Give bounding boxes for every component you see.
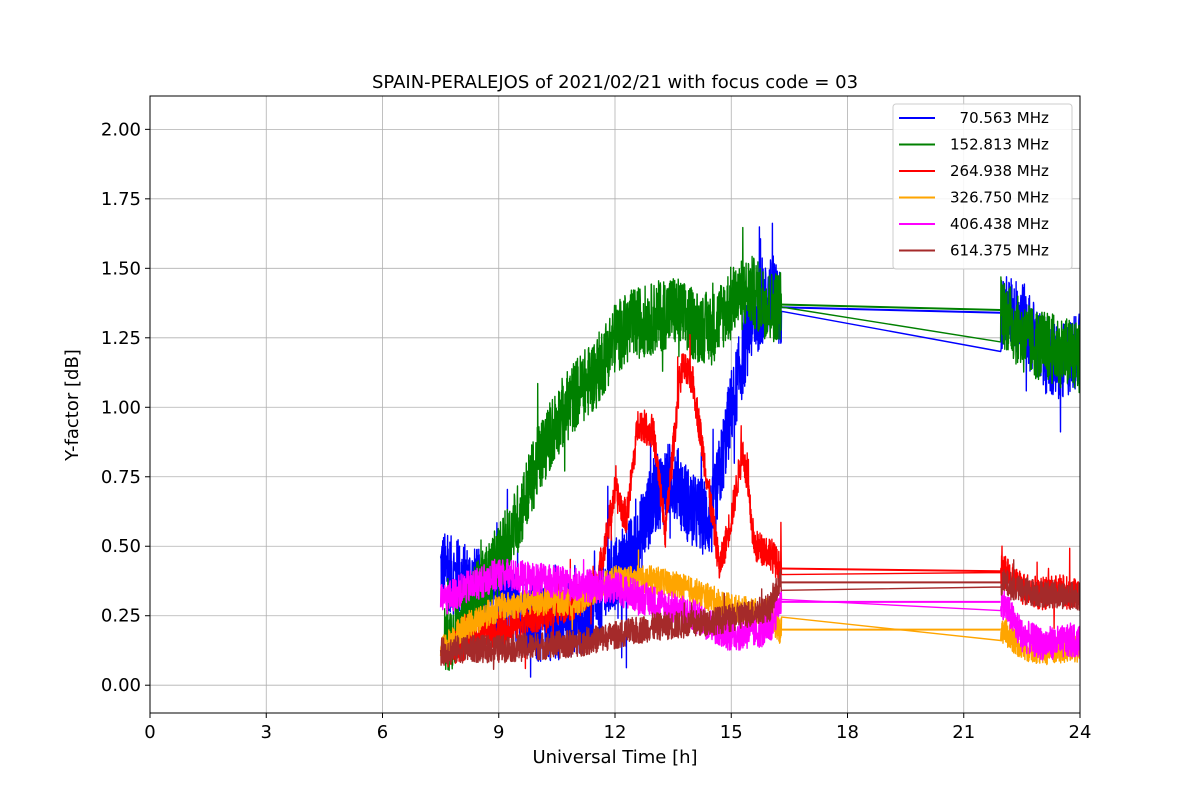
x-tick-label: 0 <box>144 722 155 743</box>
x-tick-label: 18 <box>836 722 859 743</box>
chart-title: SPAIN-PERALEJOS of 2021/02/21 with focus… <box>372 72 858 93</box>
y-tick-label: 0.25 <box>101 606 141 627</box>
x-axis: 0 3 6 9 12 15 18 21 24 <box>144 713 1091 743</box>
y-tick-label: 0.75 <box>101 467 141 488</box>
y-tick-label: 1.75 <box>101 189 141 210</box>
legend-entry-label: 264.938 MHz <box>950 162 1049 180</box>
legend-entry-label: 152.813 MHz <box>950 136 1049 154</box>
x-tick-label: 24 <box>1069 722 1092 743</box>
y-axis-title: Y-factor [dB] <box>62 349 83 462</box>
legend-entry-label: 326.750 MHz <box>950 189 1049 207</box>
legend-entry-label: 614.375 MHz <box>950 242 1049 260</box>
y-tick-label: 2.00 <box>101 119 141 140</box>
series-gap-connector <box>779 303 1001 311</box>
legend-entry-label: 406.438 MHz <box>950 215 1049 233</box>
x-axis-title: Universal Time [h] <box>532 747 697 768</box>
series-line <box>443 226 1080 671</box>
series-line <box>439 558 1080 661</box>
legend: 70.563 MHz 152.813 MHz 264.938 MHz 326.750 … <box>892 103 1073 270</box>
legend-box <box>892 103 1073 270</box>
series-5 <box>439 559 1080 670</box>
series-1 <box>443 226 1080 671</box>
x-tick-label: 3 <box>261 722 272 743</box>
x-tick-label: 6 <box>377 722 388 743</box>
series-layer <box>439 222 1080 678</box>
series-gap-connector <box>779 306 1001 314</box>
x-tick-label: 12 <box>604 722 627 743</box>
y-tick-label: 0.00 <box>101 675 141 696</box>
legend-entry-label: 70.563 MHz <box>950 109 1049 127</box>
y-tick-label: 1.00 <box>101 397 141 418</box>
x-tick-label: 21 <box>952 722 975 743</box>
x-tick-label: 15 <box>720 722 743 743</box>
series-4 <box>439 558 1080 661</box>
y-tick-label: 1.25 <box>101 328 141 349</box>
y-tick-label: 0.50 <box>101 536 141 557</box>
y-axis: 0.00 0.25 0.50 0.75 1.00 1.25 1.50 1.75 2.00 <box>101 119 150 696</box>
series-gap-connector <box>779 567 1001 573</box>
x-tick-label: 9 <box>493 722 504 743</box>
y-tick-label: 1.50 <box>101 258 141 279</box>
series-line <box>439 559 1080 670</box>
